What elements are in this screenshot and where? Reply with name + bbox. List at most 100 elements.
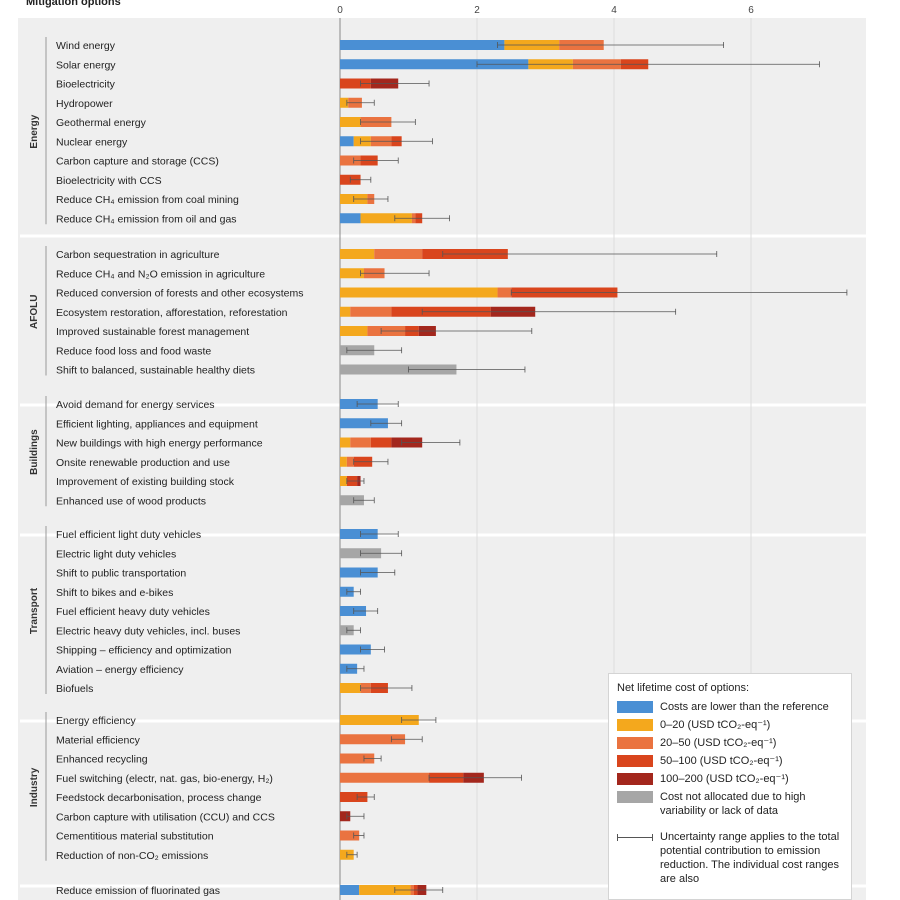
bar-segment <box>340 830 360 841</box>
legend-label: 20–50 (USD tCO₂-eq⁻¹) <box>660 737 777 749</box>
option-label: Shift to bikes and e-bikes <box>56 587 173 599</box>
x-tick-label: 0 <box>337 5 343 16</box>
bar-segment <box>340 792 368 802</box>
group-label: Transport <box>29 587 40 634</box>
option-label: Efficient lighting, appliances and equip… <box>56 418 258 430</box>
option-label: Reduce CH₄ emission from coal mining <box>56 194 239 206</box>
x-tick-label: 4 <box>611 5 617 16</box>
bar-segment <box>350 437 371 448</box>
bar-segment <box>340 715 419 725</box>
legend-title: Net lifetime cost of options: <box>617 682 750 694</box>
option-label: Bioelectricity <box>56 79 116 91</box>
legend-uncertainty-text: Uncertainty range applies to the total p… <box>660 831 840 885</box>
legend-swatch <box>617 791 653 803</box>
bar-segment <box>340 268 364 279</box>
option-label: Shipping – efficiency and optimization <box>56 645 232 657</box>
bar-segment <box>340 364 457 375</box>
bar-segment <box>359 885 411 895</box>
option-label: Electric light duty vehicles <box>56 548 176 560</box>
bar-segment <box>340 97 349 108</box>
group-label: AFOLU <box>29 295 40 329</box>
option-label: Reduce food loss and food waste <box>56 345 211 357</box>
legend-item: 100–200 (USD tCO₂-eq⁻¹) <box>617 772 851 786</box>
legend-uncertainty: Uncertainty range applies to the total p… <box>617 830 851 886</box>
option-label: Improvement of existing building stock <box>56 476 235 488</box>
option-label: Carbon capture and storage (CCS) <box>56 156 219 168</box>
legend-item: Cost not allocated due to high variabili… <box>617 790 851 818</box>
option-label: Reduce CH₄ emission from oil and gas <box>56 213 237 225</box>
bar-segment <box>340 287 498 298</box>
option-label: Reduced conversion of forests and other … <box>56 288 303 300</box>
bar-segment <box>340 567 378 578</box>
legend-swatch <box>617 701 653 713</box>
legend-swatch <box>617 737 653 749</box>
option-label: Nuclear energy <box>56 136 128 148</box>
bar-segment <box>340 306 351 317</box>
bar-segment <box>340 495 364 506</box>
legend: Net lifetime cost of options: Costs are … <box>608 673 852 900</box>
bar-segment <box>497 287 512 298</box>
legend-label: 100–200 (USD tCO₂-eq⁻¹) <box>660 773 789 785</box>
option-label: Improved sustainable forest management <box>56 326 249 338</box>
option-label: Aviation – energy efficiency <box>56 664 184 676</box>
option-label: New buildings with high energy performan… <box>56 438 263 450</box>
option-label: Feedstock decarbonisation, process chang… <box>56 792 262 804</box>
legend-item: 50–100 (USD tCO₂-eq⁻¹) <box>617 754 851 768</box>
uncertainty-range-icon <box>617 830 653 844</box>
bar-segment <box>346 456 354 467</box>
bar-segment <box>340 326 368 336</box>
option-label: Material efficiency <box>56 734 141 746</box>
bar-segment <box>340 418 388 429</box>
legend-label: 0–20 (USD tCO₂-eq⁻¹) <box>660 719 771 731</box>
bar-segment <box>340 606 367 616</box>
bar-segment <box>340 476 347 486</box>
option-label: Bioelectricity with CCS <box>56 175 162 187</box>
bar-segment <box>370 437 392 448</box>
option-label: Wind energy <box>56 40 116 52</box>
legend-label: 50–100 (USD tCO₂-eq⁻¹) <box>660 755 783 767</box>
group-label: Buildings <box>29 429 40 475</box>
option-label: Shift to public transportation <box>56 568 186 580</box>
option-label: Carbon sequestration in agriculture <box>56 249 220 261</box>
option-label: Avoid demand for energy services <box>56 399 215 411</box>
option-label: Fuel efficient light duty vehicles <box>56 529 201 541</box>
bar-segment <box>340 437 351 448</box>
option-label: Solar energy <box>56 59 116 71</box>
group-label: Energy <box>29 114 40 148</box>
option-label: Geothermal energy <box>56 117 147 129</box>
option-label: Energy efficiency <box>56 715 137 727</box>
legend-swatch <box>617 719 653 731</box>
bar-segment <box>340 811 351 822</box>
x-tick-label: 2 <box>474 5 480 16</box>
legend-swatch <box>617 773 653 785</box>
bar-segment <box>374 249 423 259</box>
option-label: Reduce CH₄ and N₂O emission in agricultu… <box>56 268 265 280</box>
bar-segment <box>350 306 392 317</box>
option-label: Cementitious material substitution <box>56 831 214 843</box>
option-label: Enhanced recycling <box>56 754 148 766</box>
bar-segment <box>340 40 505 50</box>
legend-item: Costs are lower than the reference <box>617 700 851 714</box>
bar-segment <box>360 213 412 224</box>
option-label: Fuel switching (electr, nat. gas, bio-en… <box>56 773 273 785</box>
group-label: Industry <box>29 767 40 807</box>
bar-segment <box>340 78 371 89</box>
bar-segment <box>340 213 361 224</box>
option-label: Ecosystem restoration, afforestation, re… <box>56 307 288 319</box>
bar-segment <box>340 136 354 147</box>
bar-segment <box>340 117 361 127</box>
legend-item: 20–50 (USD tCO₂-eq⁻¹) <box>617 736 851 750</box>
option-label: Reduce emission of fluorinated gas <box>56 885 220 897</box>
column-header: Mitigation options <box>26 0 121 8</box>
legend-item: 0–20 (USD tCO₂-eq⁻¹) <box>617 718 851 732</box>
option-label: Enhanced use of wood products <box>56 495 206 507</box>
bar-segment <box>340 529 378 539</box>
legend-label: Cost not allocated due to high variabili… <box>660 791 806 817</box>
option-label: Electric heavy duty vehicles, incl. buse… <box>56 625 240 637</box>
bar-segment <box>340 683 361 693</box>
bar-segment <box>340 155 361 166</box>
bar-segment <box>340 59 529 70</box>
legend-swatch <box>617 755 653 767</box>
option-label: Hydropower <box>56 98 113 110</box>
